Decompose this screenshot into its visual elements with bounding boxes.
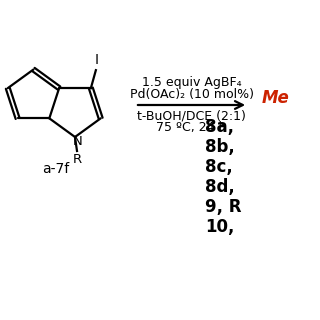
Text: t-BuOH/DCE (2:1): t-BuOH/DCE (2:1) <box>137 109 246 122</box>
Text: Me: Me <box>262 89 290 107</box>
Text: 8b,: 8b, <box>205 138 235 156</box>
Text: 8d,: 8d, <box>205 178 235 196</box>
Text: I: I <box>95 53 99 67</box>
Text: 1.5 equiv AgBF₄: 1.5 equiv AgBF₄ <box>142 76 241 89</box>
Text: 8c,: 8c, <box>205 158 233 176</box>
Text: 10,: 10, <box>205 218 234 236</box>
Text: a-7f: a-7f <box>42 162 69 176</box>
Text: 75 ºC, 24 h: 75 ºC, 24 h <box>156 121 227 134</box>
Text: 9, R: 9, R <box>205 198 242 216</box>
Text: Pd(OAc)₂ (10 mol%): Pd(OAc)₂ (10 mol%) <box>130 88 253 101</box>
Text: N: N <box>73 135 83 148</box>
Text: R: R <box>72 153 82 166</box>
Text: 8a,: 8a, <box>205 118 234 136</box>
